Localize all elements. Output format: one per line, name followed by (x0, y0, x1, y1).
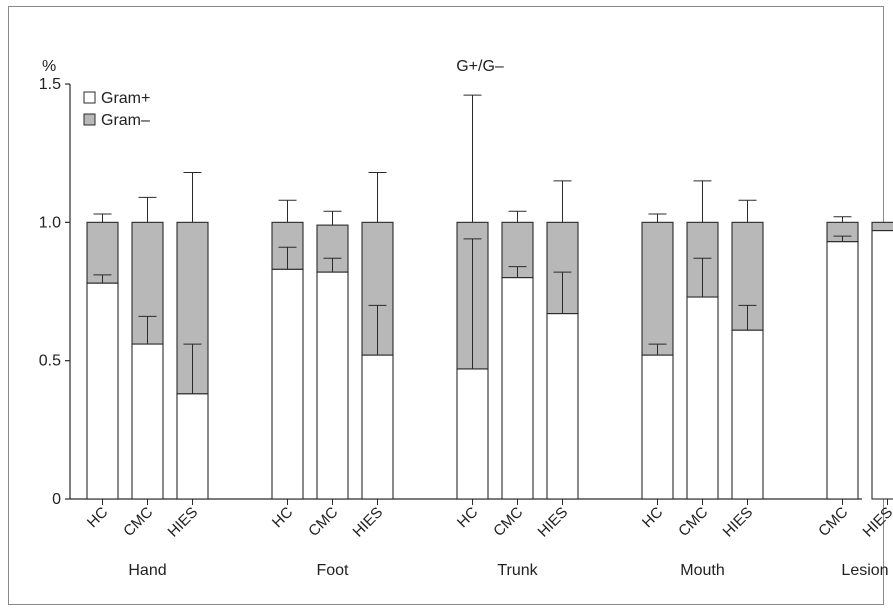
legend-swatch (83, 91, 96, 104)
bar-gram-negative (641, 221, 674, 356)
x-category-label: CMC (120, 504, 156, 540)
x-category-label: HC (639, 504, 666, 531)
legend-swatch (83, 113, 96, 126)
x-category-label: HIES (860, 504, 893, 541)
bar-gram-negative (86, 221, 119, 284)
x-category-label: HIES (720, 504, 757, 541)
x-category-label: HC (454, 504, 481, 531)
bar-gram-negative (871, 221, 893, 232)
x-group-label: Hand (128, 562, 166, 579)
bar-gram-positive (316, 271, 349, 500)
bar-gram-positive (271, 268, 304, 500)
x-category-label: HC (84, 504, 111, 531)
x-category-label: HIES (535, 504, 572, 541)
bar-gram-positive (86, 282, 119, 500)
y-tick-label: 1.0 (39, 214, 61, 231)
y-tick-label: 1.5 (39, 76, 61, 93)
x-group-label: Mouth (680, 562, 724, 579)
bar-gram-positive (641, 354, 674, 500)
bar-gram-positive (826, 241, 859, 500)
legend: Gram+ Gram– (83, 90, 150, 129)
bar-gram-positive (686, 296, 719, 500)
bar-gram-positive (131, 343, 164, 500)
x-group-label: Foot (316, 562, 349, 579)
y-axis-unit: % (42, 58, 56, 75)
legend-label: Gram– (101, 112, 150, 129)
x-group-label: Lesion (841, 562, 888, 579)
x-category-label: HIES (165, 504, 202, 541)
x-category-label: CMC (815, 504, 851, 540)
bar-gram-positive (501, 277, 534, 500)
x-group-label: Trunk (497, 562, 538, 579)
legend-label: Gram+ (101, 90, 150, 107)
chart-title: G+/G– (456, 58, 504, 75)
x-category-label: CMC (490, 504, 526, 540)
x-category-label: CMC (305, 504, 341, 540)
bar-gram-positive (731, 329, 764, 500)
bar-gram-positive (456, 368, 489, 500)
y-tick-label: 0 (52, 491, 61, 508)
bar-gram-positive (361, 354, 394, 500)
x-category-label: CMC (675, 504, 711, 540)
bar-gram-positive (871, 230, 893, 500)
x-category-label: HC (269, 504, 296, 531)
bars (86, 94, 893, 500)
x-category-label: HIES (350, 504, 387, 541)
bar-gram-positive (176, 393, 209, 500)
y-tick-label: 0.5 (39, 353, 61, 370)
bar-gram-positive (546, 313, 579, 500)
